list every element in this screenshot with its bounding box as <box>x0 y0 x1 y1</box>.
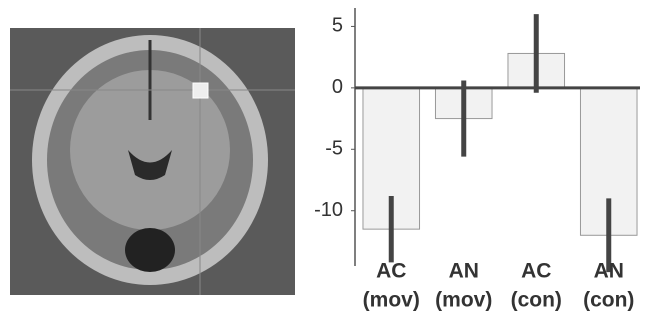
x-tick-label: AC <box>521 260 551 283</box>
roi-marker <box>193 83 208 98</box>
brain-image <box>10 28 295 295</box>
y-tick-label: -5 <box>325 138 343 160</box>
x-tick-label: (mov) <box>435 289 492 312</box>
brainstem-shadow <box>125 228 175 272</box>
x-tick-label: AN <box>449 260 479 283</box>
x-tick-label: (con) <box>583 289 634 312</box>
y-tick-label: -10 <box>314 199 343 221</box>
figure: 5 0 -5 -10 AC (mov) AN (mov) AC (con) AN (con) <box>0 0 657 320</box>
y-tick-label: 0 <box>332 76 343 98</box>
x-tick-label: AC <box>376 260 406 283</box>
x-tick-label: AN <box>594 260 624 283</box>
y-tick-label: 5 <box>332 15 343 37</box>
x-tick-label: (con) <box>511 289 562 312</box>
x-tick-label: (mov) <box>363 289 420 312</box>
